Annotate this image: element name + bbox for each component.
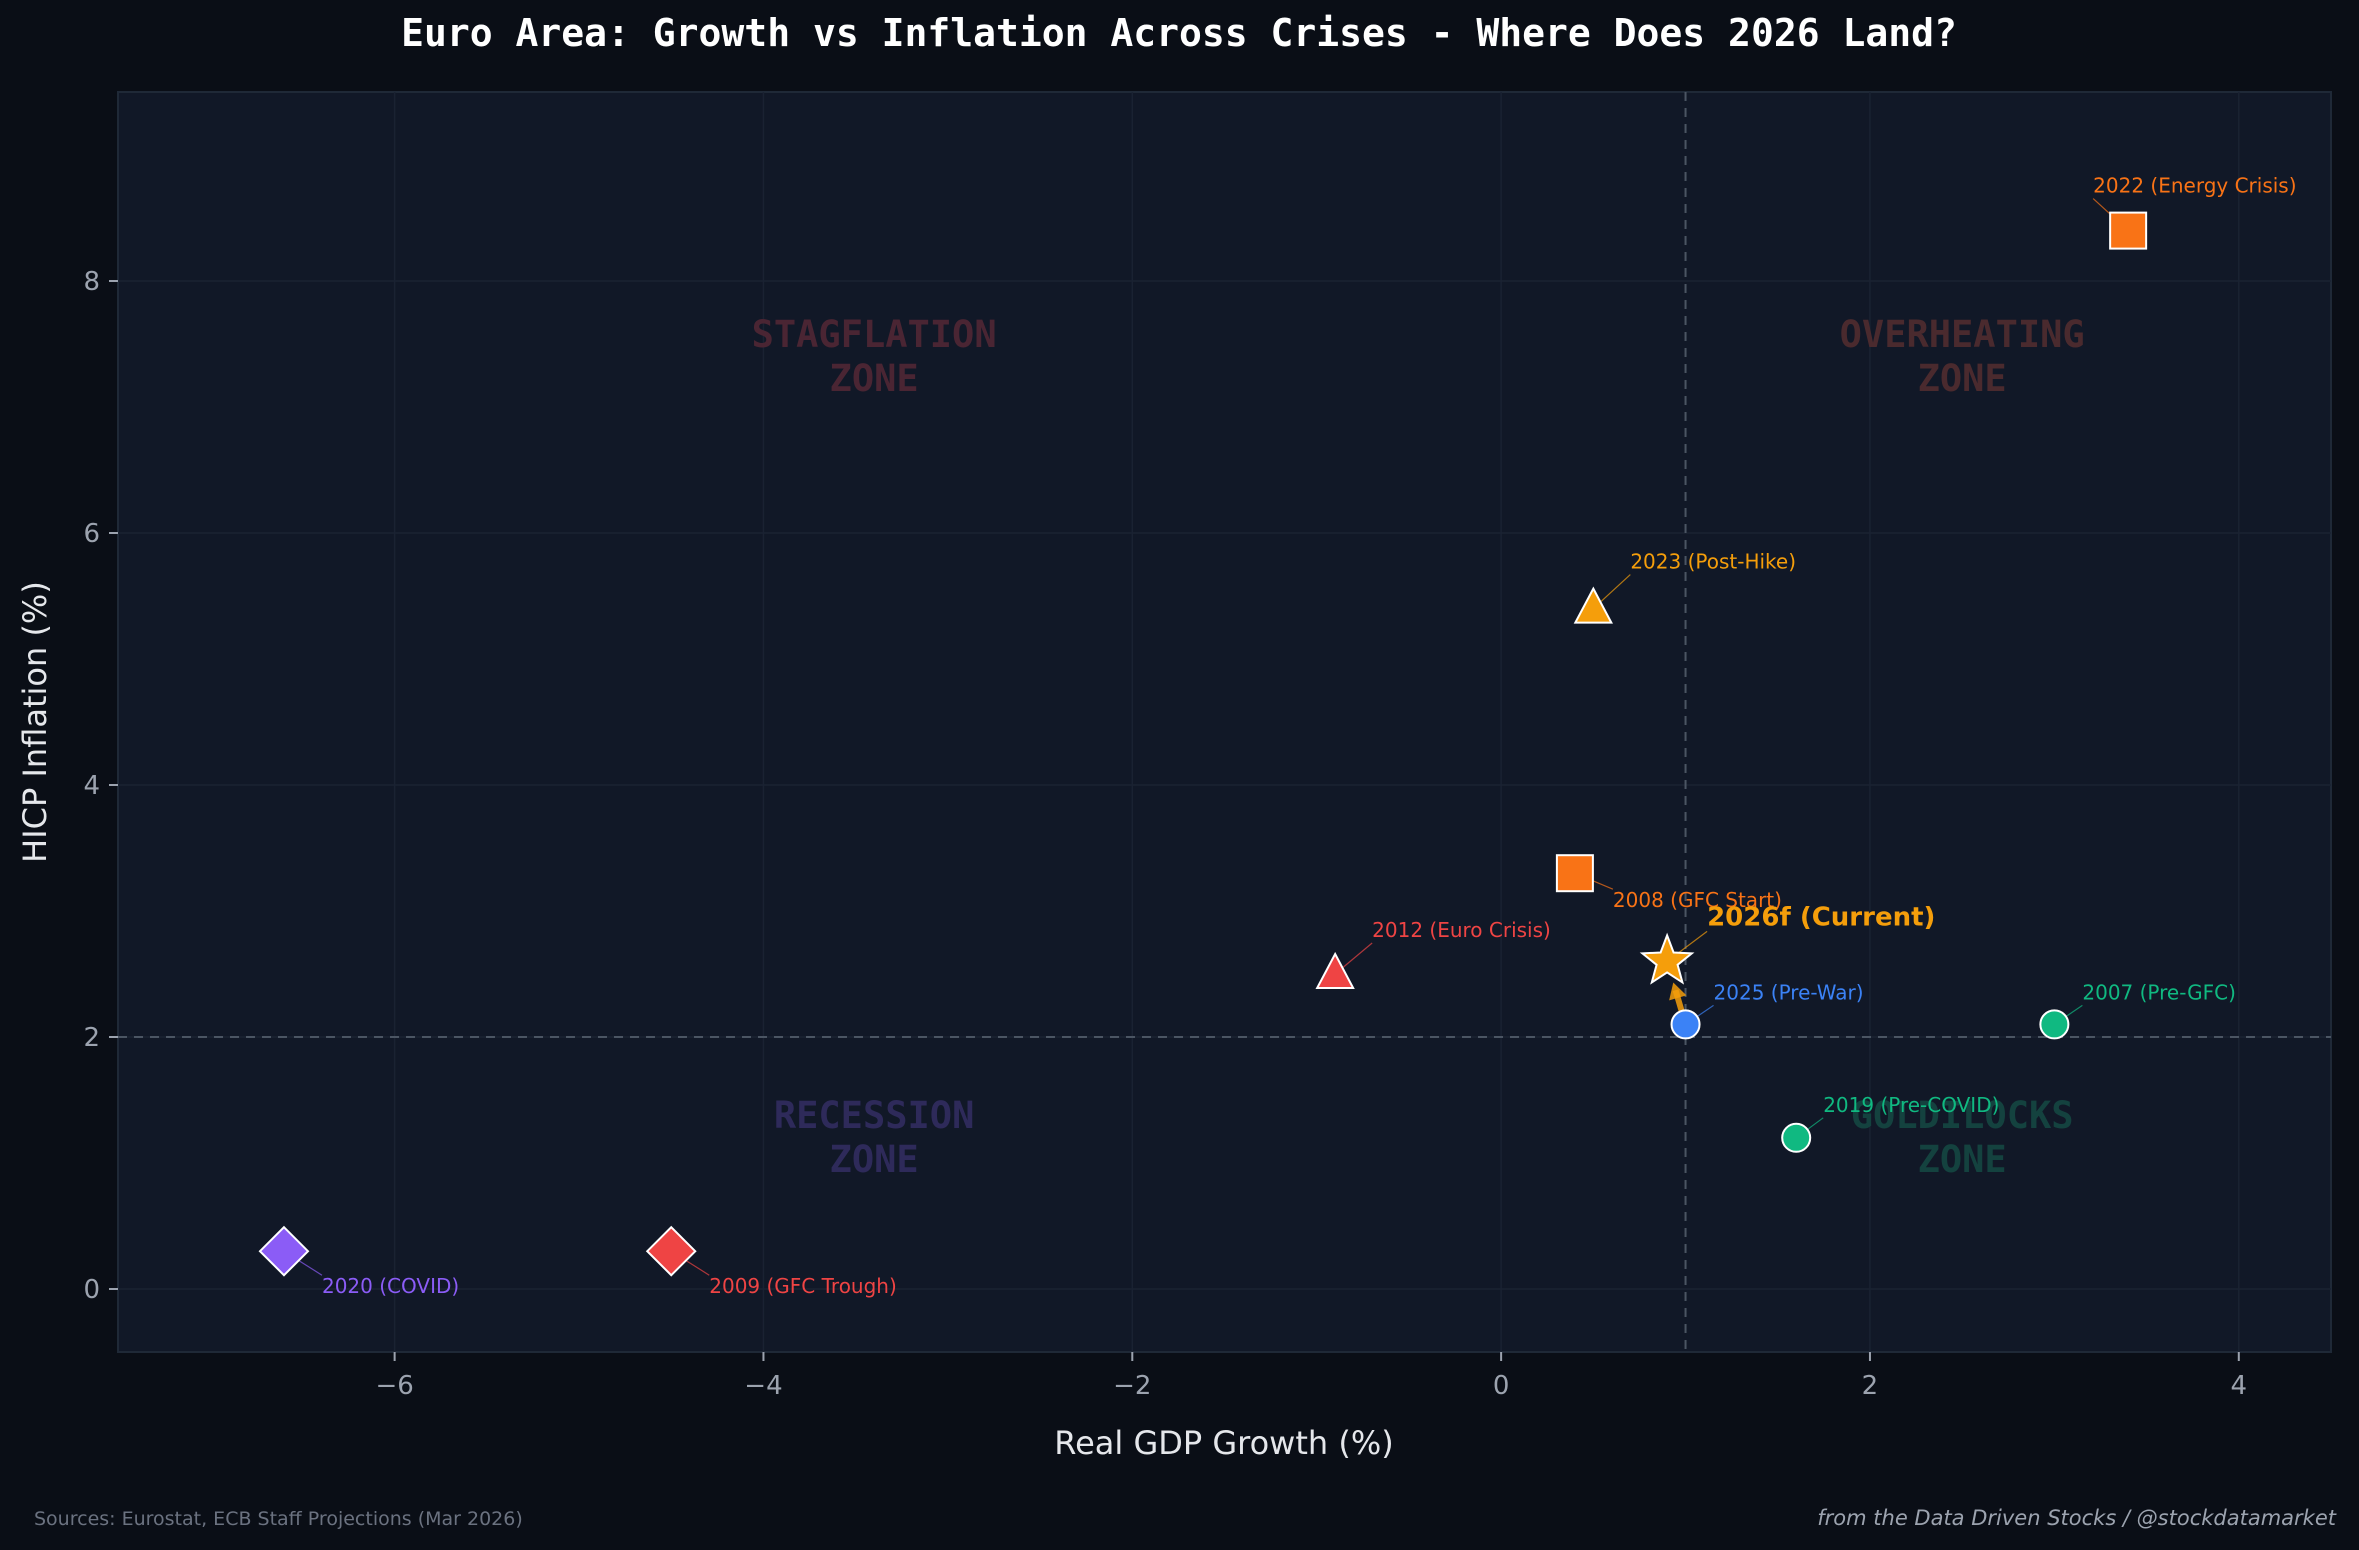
point-2019-pre-covid [1781, 1122, 1812, 1153]
label-2025-pre-war: 2025 (Pre-War) [1714, 980, 1864, 1004]
point-2009-gfc-trough [645, 1225, 697, 1277]
zone-label-3-line-0: GOLDILOCKS [1851, 1094, 2074, 1137]
point-labels: 2022 (Energy Crisis) 2023 (Post-Hike) 2008… [322, 174, 2297, 1299]
x-tick-label-0: −6 [375, 1371, 413, 1401]
y-tick-label-2: 4 [83, 771, 100, 801]
y-tick-label-0: 0 [83, 1275, 100, 1305]
x-tick-label-1: −4 [744, 1371, 782, 1401]
reference-lines [118, 92, 2331, 1352]
point-2007-pre-gfc [2039, 1009, 2070, 1040]
label-2012-euro-crisis: 2012 (Euro Crisis) [1372, 918, 1551, 942]
zone-label-3: GOLDILOCKS ZONE [1851, 1094, 2074, 1181]
label-2009-gfc-trough: 2009 (GFC Trough) [709, 1274, 897, 1298]
zone-label-2: RECESSION ZONE [774, 1094, 974, 1181]
chart-title: Euro Area: Growth vs Inflation Across Cr… [401, 11, 1957, 55]
zone-label-0-line-0: STAGFLATION [752, 313, 997, 356]
label-2023-post-hike: 2023 (Post-Hike) [1630, 550, 1796, 574]
zone-label-1-line-1: ZONE [1918, 357, 2007, 400]
label-2007-pre-gfc: 2007 (Pre-GFC) [2082, 980, 2236, 1004]
zone-label-1-line-0: OVERHEATING [1840, 313, 2085, 356]
y-tick-label-3: 6 [83, 519, 100, 549]
label-2008-gfc-start: 2008 (GFC Start) [1613, 888, 1782, 912]
label-2020-covid: 2020 (COVID) [322, 1274, 459, 1298]
zone-label-2-line-0: RECESSION [774, 1094, 974, 1137]
label-2019-pre-covid: 2019 (Pre-COVID) [1823, 1093, 1999, 1117]
trend-arrow [1669, 982, 1687, 1012]
y-tick-label-4: 8 [83, 267, 100, 297]
axis-ticks: −6 −4 −2 0 2 4 0 2 4 6 8 [83, 267, 2247, 1401]
point-2025-pre-war [1670, 1009, 1701, 1040]
point-2026f-current [1639, 932, 1695, 985]
grid-lines [118, 92, 2331, 1352]
point-2020-covid [258, 1225, 310, 1277]
zone-label-1: OVERHEATING ZONE [1840, 313, 2085, 400]
point-2022-energy-crisis [2109, 211, 2148, 250]
x-tick-label-2: −2 [1113, 1371, 1151, 1401]
y-tick-label-1: 2 [83, 1023, 100, 1053]
data-points [258, 211, 2148, 1277]
y-axis-label: HICP Inflation (%) [16, 581, 54, 863]
zone-label-0-line-1: ZONE [830, 357, 919, 400]
arrow-head [1669, 982, 1687, 1001]
x-tick-label-3: 0 [1493, 1371, 1510, 1401]
zone-label-0: STAGFLATION ZONE [752, 313, 997, 400]
x-tick-label-5: 4 [2231, 1371, 2248, 1401]
zone-label-3-line-1: ZONE [1918, 1138, 2007, 1181]
zone-label-2-line-1: ZONE [830, 1138, 919, 1181]
point-2008-gfc-start [1555, 854, 1594, 893]
sources-note: Sources: Eurostat, ECB Staff Projections… [34, 1508, 523, 1530]
point-2023-post-hike [1573, 586, 1613, 624]
x-axis-label: Real GDP Growth (%) [1054, 1424, 1393, 1462]
credit-note: from the Data Driven Stocks / @stockdata… [1817, 1506, 2336, 1530]
label-2026f-current: 2026f (Current) [1707, 902, 1935, 932]
x-tick-label-4: 2 [1862, 1371, 1879, 1401]
point-2012-euro-crisis [1315, 951, 1355, 989]
plot-area [117, 91, 2332, 1353]
label-2022-energy-crisis: 2022 (Energy Crisis) [2093, 174, 2296, 198]
